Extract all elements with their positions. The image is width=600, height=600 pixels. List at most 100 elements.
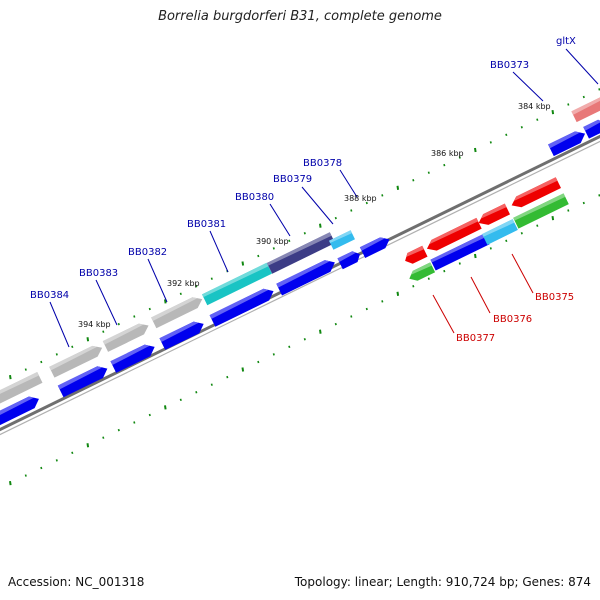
gene-block-cyan[interactable] [202,262,272,306]
minor-tick [536,118,539,121]
minor-tick [365,201,368,205]
tick-label-390: 390 kbp [256,237,289,246]
minor-tick [489,247,492,250]
major-tick [9,480,12,486]
major-tick [241,261,245,266]
tick-track-outer [9,88,600,380]
minor-tick [148,307,151,311]
minor-tick [334,322,337,326]
minor-tick [55,459,58,462]
tick-track-inner [9,194,600,486]
cds-block-7[interactable] [337,251,360,270]
gene-block-bb0375-green[interactable] [513,193,569,229]
gene-label-bb0380[interactable]: BB0380 [235,192,274,203]
gene-block-bb0376[interactable] [430,233,490,271]
cds-block-2[interactable] [57,366,108,398]
minor-tick [133,421,136,424]
gene-label-bb0375[interactable]: BB0375 [535,292,574,303]
tick-label-384: 384 kbp [518,102,551,111]
minor-tick [272,353,275,356]
tick-label-394: 394 kbp [78,320,111,329]
genome-summary-text: Topology: linear; Length: 910,724 bp; Ge… [294,575,591,589]
tick-label-392: 392 kbp [167,279,200,288]
minor-tick [489,141,492,144]
cds-block-3[interactable] [110,344,155,373]
gene-label-bb0373[interactable]: BB0373 [490,60,529,71]
minor-tick [179,292,182,296]
gene-label-bb0376[interactable]: BB0376 [493,314,532,325]
minor-tick [567,209,570,212]
gene-label-bb0379[interactable]: BB0379 [273,174,312,185]
cds-block-8[interactable] [359,237,390,258]
minor-tick [350,209,353,212]
minor-tick [117,428,120,432]
minor-tick [381,194,384,197]
gene-label-bb0384[interactable]: BB0384 [30,290,69,301]
tick-labels: 384 kbp 386 kbp 388 kbp 390 kbp 392 kbp … [78,102,551,329]
minor-tick [427,171,430,174]
minor-tick [505,133,508,137]
minor-tick [505,239,508,243]
gene-block-red-4[interactable] [511,177,561,208]
gene-block-bb0380[interactable] [266,232,336,274]
gene-label-bb0378[interactable]: BB0378 [303,158,342,169]
minor-tick [458,262,461,265]
minor-tick [179,398,182,402]
cds-block-9[interactable] [548,131,586,157]
gene-label-bb0383[interactable]: BB0383 [79,268,118,279]
minor-tick [381,300,384,303]
gene-label-bb0382[interactable]: BB0382 [128,247,167,258]
minor-tick [536,224,539,227]
major-tick [9,374,12,380]
cds-block-1[interactable] [0,396,39,432]
gene-label-bb0381[interactable]: BB0381 [187,219,226,230]
cds-block-4[interactable] [159,321,204,350]
leader-bb0375 [511,253,534,294]
minor-tick [582,95,585,99]
minor-tick [443,163,446,167]
minor-tick [102,436,105,439]
leader-bb0383 [95,279,118,326]
minor-tick [427,277,430,280]
leader-bb0384 [49,301,70,348]
gene-block-bb0384-top[interactable] [0,372,43,410]
major-tick [396,185,400,190]
minor-tick [257,254,260,258]
minor-tick [71,451,74,455]
gene-block-bb0383[interactable] [49,345,103,378]
major-tick [551,109,555,115]
minor-tick [55,353,58,356]
gene-block-red-3[interactable] [478,203,511,225]
minor-tick [272,247,275,250]
gene-block-bb0375-blue[interactable] [482,219,518,245]
minor-tick [288,239,291,243]
gene-block-bb0382[interactable] [102,323,149,352]
gene-block-bb0377-red[interactable] [405,245,428,264]
tick-label-386: 386 kbp [431,149,464,158]
leader-bb0380 [269,203,291,237]
leader-bb0378 [339,169,358,198]
leader-bb0373 [512,71,544,102]
cds-block-10[interactable] [583,119,600,139]
cds-block-5[interactable] [209,288,274,327]
gene-block-bb0377-green[interactable] [409,262,436,281]
gene-block-bb0378[interactable] [329,230,355,250]
minor-tick [303,338,306,341]
minor-tick [133,315,136,318]
gene-label-bb0377[interactable]: BB0377 [456,333,495,344]
major-tick [396,291,400,296]
major-tick [319,329,322,334]
minor-tick [582,201,585,205]
gene-label-gltx[interactable]: gltX [556,36,576,47]
cds-block-6[interactable] [276,260,335,296]
gene-block-bb0381[interactable] [151,297,203,329]
gene-block-red-2[interactable] [426,217,482,251]
minor-tick [365,307,368,311]
gene-labels-top: gltX BB0373 BB0378 BB0379 BB0380 BB0381 … [30,36,576,301]
minor-tick [334,216,337,220]
minor-tick [567,103,570,106]
minor-tick [117,322,120,326]
minor-tick [24,474,27,477]
gene-block-gltx[interactable] [571,97,600,123]
